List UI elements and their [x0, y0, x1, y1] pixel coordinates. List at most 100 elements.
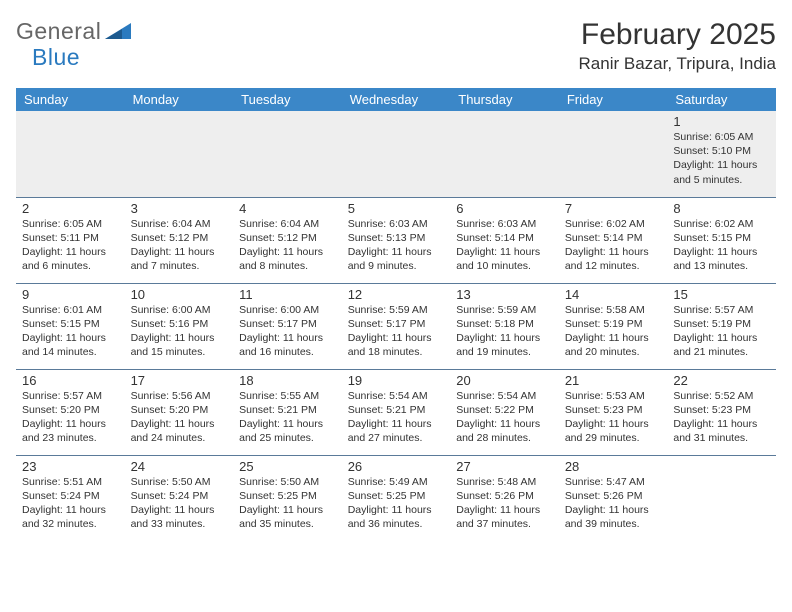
day-cell: 5Sunrise: 6:03 AMSunset: 5:13 PMDaylight… [342, 197, 451, 283]
daylight-text: Daylight: 11 hours and 28 minutes. [456, 417, 553, 445]
sunset-text: Sunset: 5:22 PM [456, 403, 553, 417]
day-cell [667, 455, 776, 541]
sunset-text: Sunset: 5:20 PM [22, 403, 119, 417]
sunrise-text: Sunrise: 6:05 AM [673, 130, 770, 144]
sunset-text: Sunset: 5:16 PM [131, 317, 228, 331]
day-cell: 22Sunrise: 5:52 AMSunset: 5:23 PMDayligh… [667, 369, 776, 455]
sunrise-text: Sunrise: 5:47 AM [565, 475, 662, 489]
day-number: 6 [456, 201, 553, 216]
sunset-text: Sunset: 5:26 PM [565, 489, 662, 503]
daylight-text: Daylight: 11 hours and 7 minutes. [131, 245, 228, 273]
day-number: 7 [565, 201, 662, 216]
day-cell [125, 111, 234, 197]
sunrise-text: Sunrise: 5:59 AM [456, 303, 553, 317]
day-cell: 1Sunrise: 6:05 AMSunset: 5:10 PMDaylight… [667, 111, 776, 197]
sunrise-text: Sunrise: 6:03 AM [348, 217, 445, 231]
calendar-table: Sunday Monday Tuesday Wednesday Thursday… [16, 88, 776, 541]
sunrise-text: Sunrise: 6:03 AM [456, 217, 553, 231]
weekday-header: Monday [125, 88, 234, 111]
sunrise-text: Sunrise: 6:00 AM [131, 303, 228, 317]
sunset-text: Sunset: 5:13 PM [348, 231, 445, 245]
daylight-text: Daylight: 11 hours and 19 minutes. [456, 331, 553, 359]
sunrise-text: Sunrise: 6:05 AM [22, 217, 119, 231]
daylight-text: Daylight: 11 hours and 33 minutes. [131, 503, 228, 531]
logo-text-general: General [16, 18, 101, 45]
sunrise-text: Sunrise: 6:02 AM [565, 217, 662, 231]
week-row: 2Sunrise: 6:05 AMSunset: 5:11 PMDaylight… [16, 197, 776, 283]
daylight-text: Daylight: 11 hours and 29 minutes. [565, 417, 662, 445]
sunset-text: Sunset: 5:25 PM [239, 489, 336, 503]
sunset-text: Sunset: 5:15 PM [673, 231, 770, 245]
daylight-text: Daylight: 11 hours and 36 minutes. [348, 503, 445, 531]
daylight-text: Daylight: 11 hours and 13 minutes. [673, 245, 770, 273]
location: Ranir Bazar, Tripura, India [579, 54, 776, 74]
sunset-text: Sunset: 5:24 PM [131, 489, 228, 503]
day-cell [450, 111, 559, 197]
day-cell: 3Sunrise: 6:04 AMSunset: 5:12 PMDaylight… [125, 197, 234, 283]
daylight-text: Daylight: 11 hours and 20 minutes. [565, 331, 662, 359]
sunset-text: Sunset: 5:15 PM [22, 317, 119, 331]
sunrise-text: Sunrise: 5:50 AM [131, 475, 228, 489]
sunset-text: Sunset: 5:20 PM [131, 403, 228, 417]
day-number: 9 [22, 287, 119, 302]
daylight-text: Daylight: 11 hours and 16 minutes. [239, 331, 336, 359]
sunrise-text: Sunrise: 5:48 AM [456, 475, 553, 489]
sunrise-text: Sunrise: 6:04 AM [131, 217, 228, 231]
day-number: 22 [673, 373, 770, 388]
day-number: 10 [131, 287, 228, 302]
daylight-text: Daylight: 11 hours and 23 minutes. [22, 417, 119, 445]
weekday-header-row: Sunday Monday Tuesday Wednesday Thursday… [16, 88, 776, 111]
day-cell: 10Sunrise: 6:00 AMSunset: 5:16 PMDayligh… [125, 283, 234, 369]
daylight-text: Daylight: 11 hours and 25 minutes. [239, 417, 336, 445]
day-number: 13 [456, 287, 553, 302]
weekday-header: Tuesday [233, 88, 342, 111]
day-number: 23 [22, 459, 119, 474]
sunset-text: Sunset: 5:10 PM [673, 144, 770, 158]
day-cell: 17Sunrise: 5:56 AMSunset: 5:20 PMDayligh… [125, 369, 234, 455]
weekday-header: Saturday [667, 88, 776, 111]
day-cell: 18Sunrise: 5:55 AMSunset: 5:21 PMDayligh… [233, 369, 342, 455]
day-cell [16, 111, 125, 197]
day-number: 12 [348, 287, 445, 302]
daylight-text: Daylight: 11 hours and 18 minutes. [348, 331, 445, 359]
sunrise-text: Sunrise: 5:59 AM [348, 303, 445, 317]
day-cell: 6Sunrise: 6:03 AMSunset: 5:14 PMDaylight… [450, 197, 559, 283]
day-cell: 13Sunrise: 5:59 AMSunset: 5:18 PMDayligh… [450, 283, 559, 369]
day-number: 19 [348, 373, 445, 388]
day-cell: 12Sunrise: 5:59 AMSunset: 5:17 PMDayligh… [342, 283, 451, 369]
day-number: 28 [565, 459, 662, 474]
day-number: 8 [673, 201, 770, 216]
day-cell: 19Sunrise: 5:54 AMSunset: 5:21 PMDayligh… [342, 369, 451, 455]
day-cell: 9Sunrise: 6:01 AMSunset: 5:15 PMDaylight… [16, 283, 125, 369]
sunset-text: Sunset: 5:19 PM [673, 317, 770, 331]
weekday-header: Wednesday [342, 88, 451, 111]
day-number: 25 [239, 459, 336, 474]
day-cell: 26Sunrise: 5:49 AMSunset: 5:25 PMDayligh… [342, 455, 451, 541]
daylight-text: Daylight: 11 hours and 21 minutes. [673, 331, 770, 359]
sunset-text: Sunset: 5:11 PM [22, 231, 119, 245]
daylight-text: Daylight: 11 hours and 8 minutes. [239, 245, 336, 273]
sunset-text: Sunset: 5:21 PM [348, 403, 445, 417]
daylight-text: Daylight: 11 hours and 14 minutes. [22, 331, 119, 359]
day-cell: 14Sunrise: 5:58 AMSunset: 5:19 PMDayligh… [559, 283, 668, 369]
day-cell: 28Sunrise: 5:47 AMSunset: 5:26 PMDayligh… [559, 455, 668, 541]
day-cell [559, 111, 668, 197]
day-cell: 8Sunrise: 6:02 AMSunset: 5:15 PMDaylight… [667, 197, 776, 283]
day-cell: 2Sunrise: 6:05 AMSunset: 5:11 PMDaylight… [16, 197, 125, 283]
day-cell: 25Sunrise: 5:50 AMSunset: 5:25 PMDayligh… [233, 455, 342, 541]
sunrise-text: Sunrise: 6:00 AM [239, 303, 336, 317]
sunset-text: Sunset: 5:12 PM [239, 231, 336, 245]
daylight-text: Daylight: 11 hours and 6 minutes. [22, 245, 119, 273]
week-row: 23Sunrise: 5:51 AMSunset: 5:24 PMDayligh… [16, 455, 776, 541]
sunrise-text: Sunrise: 5:56 AM [131, 389, 228, 403]
daylight-text: Daylight: 11 hours and 24 minutes. [131, 417, 228, 445]
day-cell: 16Sunrise: 5:57 AMSunset: 5:20 PMDayligh… [16, 369, 125, 455]
sunrise-text: Sunrise: 5:51 AM [22, 475, 119, 489]
day-number: 14 [565, 287, 662, 302]
daylight-text: Daylight: 11 hours and 35 minutes. [239, 503, 336, 531]
sunset-text: Sunset: 5:26 PM [456, 489, 553, 503]
daylight-text: Daylight: 11 hours and 10 minutes. [456, 245, 553, 273]
daylight-text: Daylight: 11 hours and 39 minutes. [565, 503, 662, 531]
sunset-text: Sunset: 5:19 PM [565, 317, 662, 331]
daylight-text: Daylight: 11 hours and 15 minutes. [131, 331, 228, 359]
